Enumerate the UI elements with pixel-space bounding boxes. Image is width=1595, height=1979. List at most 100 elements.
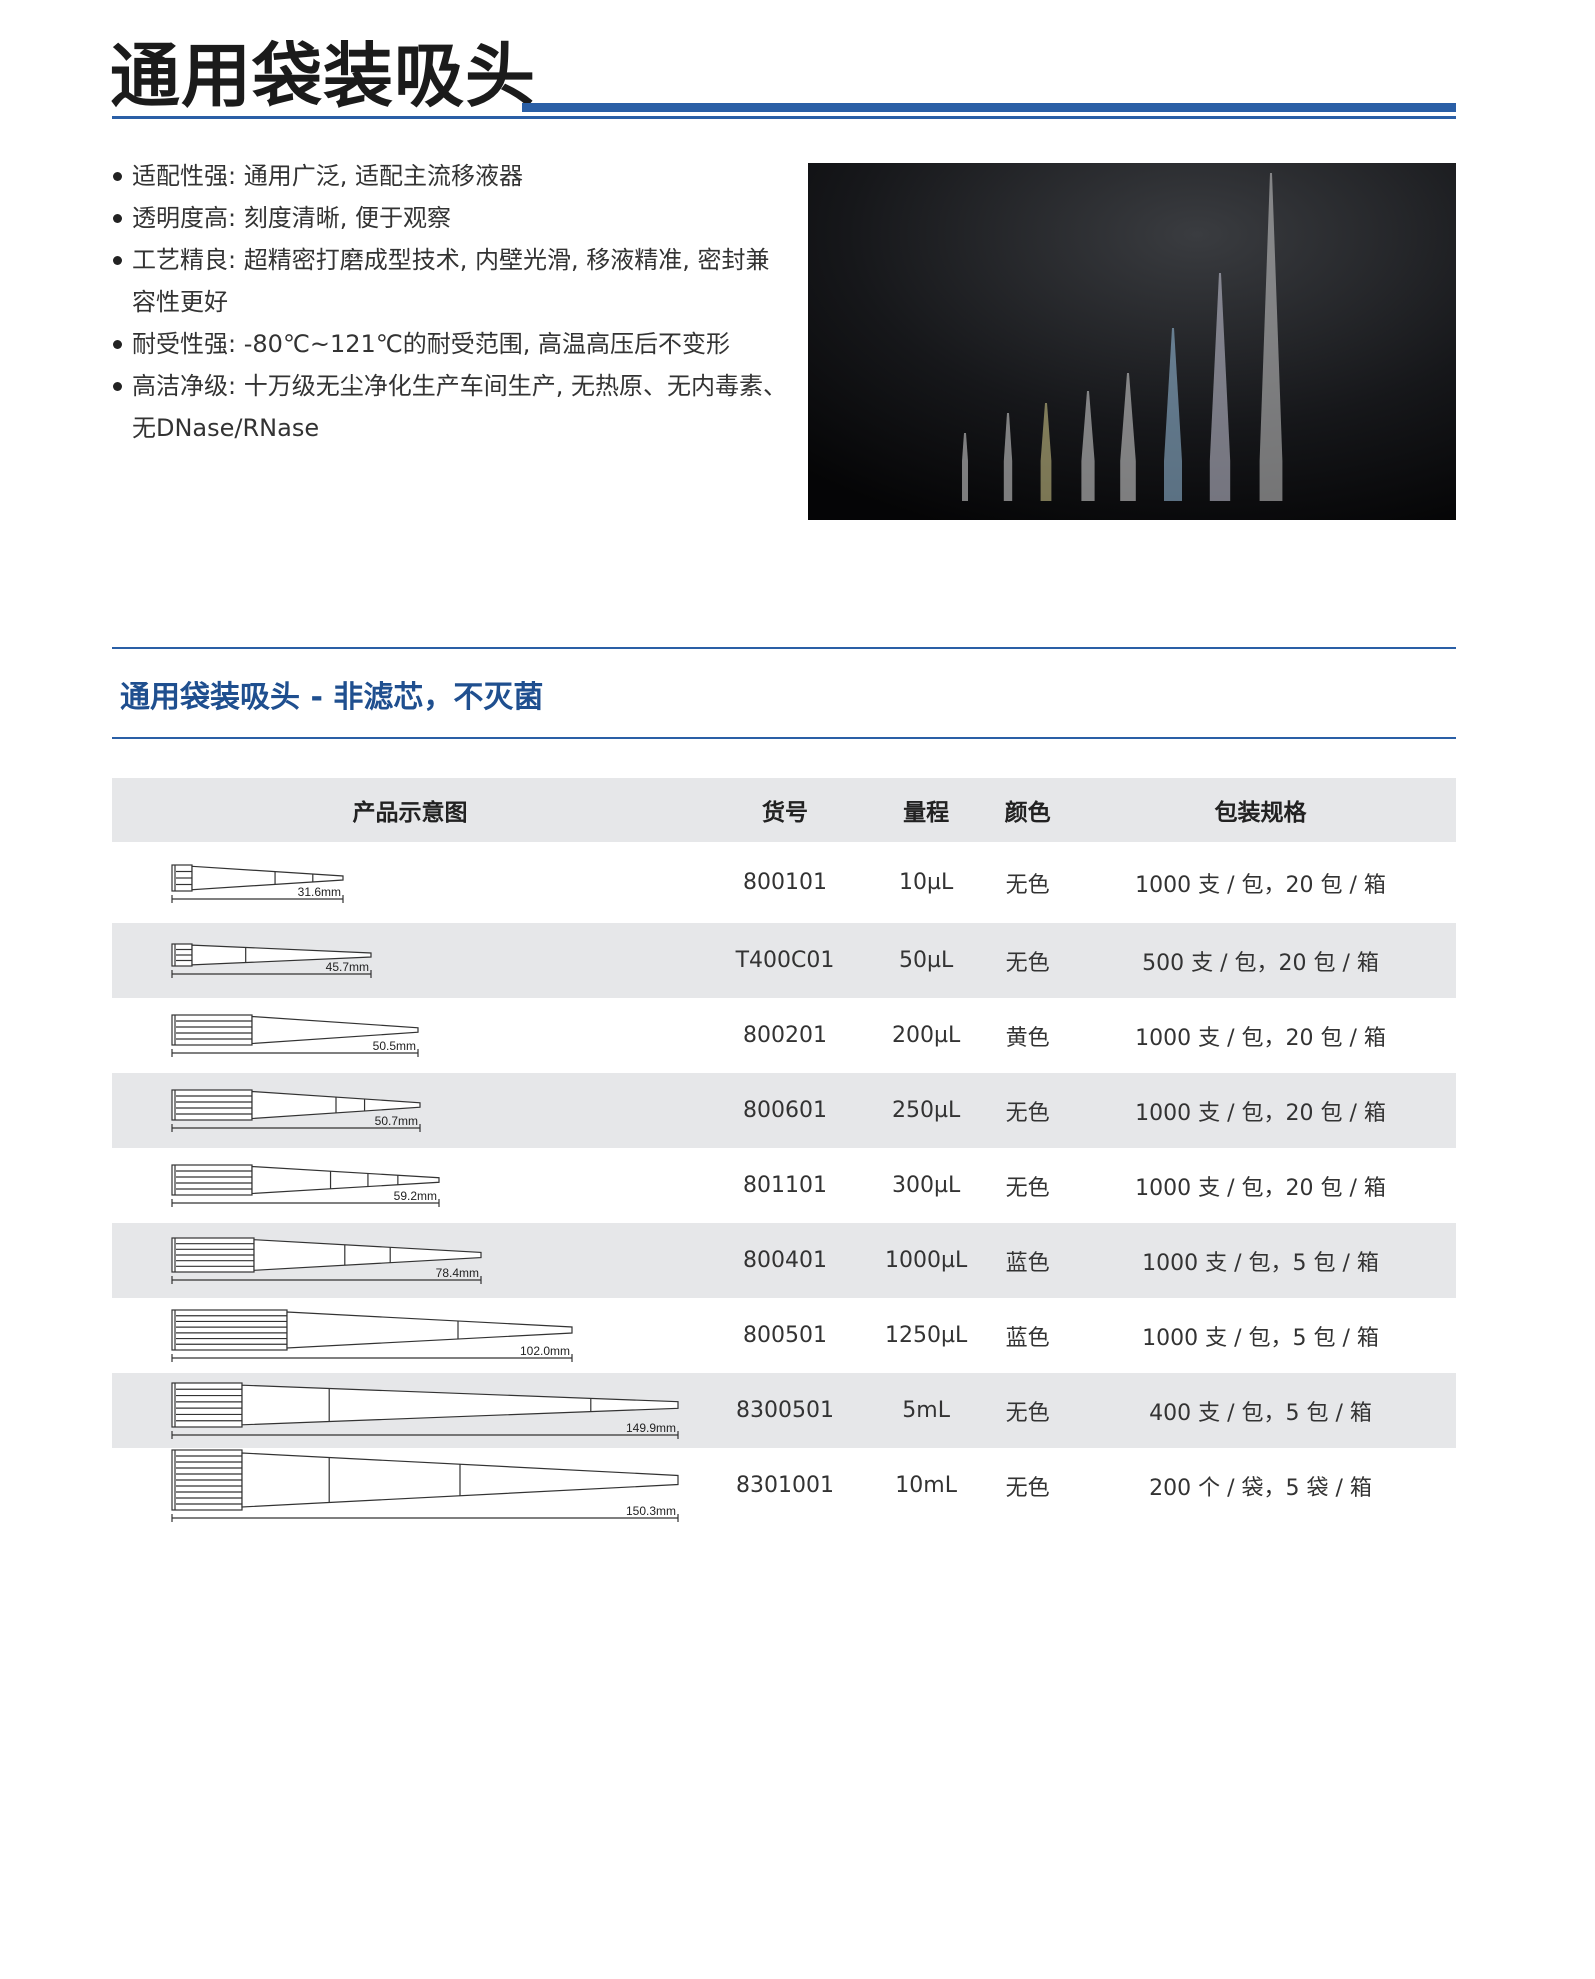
range-cell: 1250µL	[884, 1323, 968, 1348]
table-row: 78.4mm 800401 1000µL 蓝色 1000 支 / 包，5 包 /…	[112, 1223, 1456, 1298]
pack-cell: 1000 支 / 包，5 包 / 箱	[1065, 1223, 1456, 1298]
section-bottom-rule	[112, 737, 1456, 739]
code-cell: 800501	[743, 1323, 827, 1348]
pipette-tip	[1040, 403, 1052, 501]
color-cell: 无色	[990, 1373, 1066, 1448]
color-cell: 无色	[1005, 1175, 1050, 1201]
code-cell: 8301001	[736, 1473, 834, 1498]
col-header-diagram: 产品示意图	[112, 778, 708, 842]
pipette-tip	[1120, 373, 1136, 501]
diagram-cell: 150.3mm	[112, 1448, 708, 1523]
code-cell: 801101	[743, 1173, 827, 1198]
tip-length-label: 50.7mm	[375, 1114, 418, 1128]
table-row: 59.2mm 801101 300µL 无色 1000 支 / 包，20 包 /…	[112, 1148, 1456, 1223]
pipette-tip	[1003, 413, 1013, 501]
color-cell: 蓝色	[990, 1223, 1066, 1298]
pack-cell: 1000 支 / 包，20 包 / 箱	[1135, 1025, 1386, 1051]
tip-diagram: 31.6mm	[171, 864, 344, 903]
pack-cell: 400 支 / 包，5 包 / 箱	[1065, 1373, 1456, 1448]
range-cell: 50µL	[862, 923, 991, 998]
pipette-tip	[1259, 173, 1283, 501]
pipette-tip	[962, 433, 968, 501]
range-cell: 10mL	[895, 1473, 957, 1498]
table-row: 150.3mm 8301001 10mL 无色 200 个 / 袋，5 袋 / …	[112, 1448, 1456, 1523]
table-row: 50.7mm 800601 250µL 无色 1000 支 / 包，20 包 /…	[112, 1073, 1456, 1148]
feature-item: 耐受性强: -80℃~121℃的耐受范围, 高温高压后不变形	[112, 323, 792, 365]
table-row: 31.6mm 800101 10µL 无色 1000 支 / 包，20 包 / …	[112, 842, 1456, 923]
diagram-cell: 78.4mm	[112, 1223, 708, 1298]
col-header-range: 量程	[862, 778, 991, 842]
tip-length-label: 78.4mm	[436, 1266, 479, 1280]
page-title: 通用袋装吸头	[110, 35, 536, 117]
table-row: 45.7mm T400C01 50µL 无色 500 支 / 包，20 包 / …	[112, 923, 1456, 998]
code-cell: T400C01	[708, 923, 862, 998]
range-cell: 10µL	[898, 870, 954, 895]
range-cell: 300µL	[891, 1173, 961, 1198]
diagram-cell: 45.7mm	[112, 923, 708, 998]
color-cell: 无色	[990, 923, 1066, 998]
code-cell: 800401	[708, 1223, 862, 1298]
range-cell: 250µL	[862, 1073, 991, 1148]
feature-item: 透明度高: 刻度清晰, 便于观察	[112, 197, 792, 239]
tip-length-label: 50.5mm	[373, 1039, 416, 1053]
section-top-rule	[112, 647, 1456, 649]
color-cell: 无色	[1005, 1475, 1050, 1501]
diagram-cell: 149.9mm	[112, 1373, 708, 1448]
diagram-cell: 50.5mm	[112, 998, 708, 1073]
tip-diagram: 78.4mm	[171, 1237, 482, 1284]
pack-cell: 1000 支 / 包，5 包 / 箱	[1142, 1325, 1379, 1351]
feature-item: 适配性强: 通用广泛, 适配主流移液器	[112, 155, 792, 197]
color-cell: 无色	[990, 1073, 1066, 1148]
code-cell: 8300501	[708, 1373, 862, 1448]
tip-length-label: 150.3mm	[626, 1504, 676, 1518]
pack-cell: 1000 支 / 包，20 包 / 箱	[1135, 872, 1386, 898]
tip-diagram: 59.2mm	[171, 1164, 440, 1207]
table-row: 149.9mm 8300501 5mL 无色 400 支 / 包，5 包 / 箱	[112, 1373, 1456, 1448]
tip-diagram: 45.7mm	[171, 943, 372, 978]
product-table: 产品示意图 货号 量程 颜色 包装规格 31.6mm 800101 10µL 无…	[112, 778, 1456, 1523]
color-cell: 蓝色	[1005, 1325, 1050, 1351]
feature-list: 适配性强: 通用广泛, 适配主流移液器 透明度高: 刻度清晰, 便于观察 工艺精…	[112, 155, 792, 449]
product-photo	[808, 163, 1456, 520]
section-title: 通用袋装吸头 - 非滤芯，不灭菌	[120, 680, 544, 715]
pack-cell: 1000 支 / 包，20 包 / 箱	[1065, 1073, 1456, 1148]
feature-item: 工艺精良: 超精密打磨成型技术, 内壁光滑, 移液精准, 密封兼容性更好	[112, 239, 792, 323]
diagram-cell: 102.0mm	[112, 1298, 708, 1373]
col-header-code: 货号	[708, 778, 862, 842]
code-cell: 800601	[708, 1073, 862, 1148]
tip-length-label: 31.6mm	[298, 885, 341, 899]
pipette-tip	[1081, 391, 1095, 501]
diagram-cell: 50.7mm	[112, 1073, 708, 1148]
tip-diagram: 50.5mm	[171, 1014, 419, 1057]
pipette-tip	[1164, 328, 1182, 501]
color-cell: 黄色	[1005, 1025, 1050, 1051]
pack-cell: 200 个 / 袋，5 袋 / 箱	[1149, 1475, 1372, 1501]
tip-diagram: 50.7mm	[171, 1089, 421, 1132]
title-accent-bar	[522, 103, 1456, 112]
tip-diagram: 149.9mm	[171, 1382, 679, 1439]
tip-length-label: 102.0mm	[520, 1344, 570, 1358]
tip-length-label: 149.9mm	[626, 1421, 676, 1435]
diagram-cell: 59.2mm	[112, 1148, 708, 1223]
table-row: 102.0mm 800501 1250µL 蓝色 1000 支 / 包，5 包 …	[112, 1298, 1456, 1373]
color-cell: 无色	[1005, 872, 1050, 898]
range-cell: 5mL	[862, 1373, 991, 1448]
pack-cell: 500 支 / 包，20 包 / 箱	[1065, 923, 1456, 998]
table-header-row: 产品示意图 货号 量程 颜色 包装规格	[112, 778, 1456, 842]
code-cell: 800201	[743, 1023, 827, 1048]
tip-diagram: 150.3mm	[171, 1449, 679, 1522]
diagram-cell: 31.6mm	[112, 842, 708, 923]
tip-length-label: 59.2mm	[394, 1189, 437, 1203]
tip-diagram: 102.0mm	[171, 1309, 573, 1362]
col-header-pack: 包装规格	[1065, 778, 1456, 842]
pipette-tip	[1209, 273, 1231, 501]
pack-cell: 1000 支 / 包，20 包 / 箱	[1135, 1175, 1386, 1201]
table-row: 50.5mm 800201 200µL 黄色 1000 支 / 包，20 包 /…	[112, 998, 1456, 1073]
title-underline	[112, 116, 1456, 119]
feature-item: 高洁净级: 十万级无尘净化生产车间生产, 无热原、无内毒素、无DNase/RNa…	[112, 365, 792, 449]
range-cell: 200µL	[891, 1023, 961, 1048]
code-cell: 800101	[743, 870, 827, 895]
range-cell: 1000µL	[862, 1223, 991, 1298]
col-header-color: 颜色	[990, 778, 1066, 842]
